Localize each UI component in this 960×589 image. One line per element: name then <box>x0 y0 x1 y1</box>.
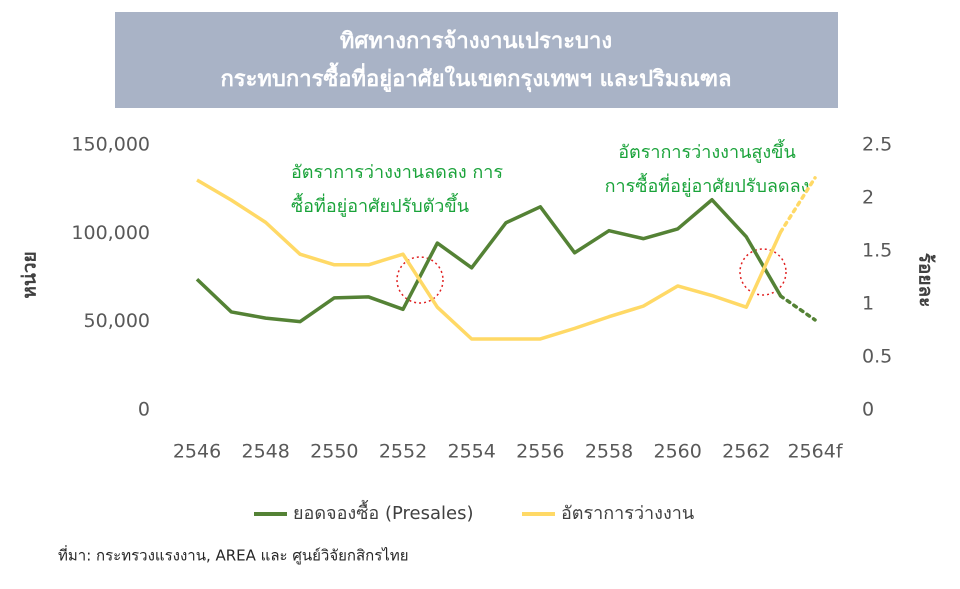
y-axis-label: หน่วย <box>19 251 41 298</box>
annotation: การซื้อที่อยู่อาศัยปรับลดลง <box>605 173 810 197</box>
x-tick-label: 2560 <box>653 441 701 463</box>
x-tick-label: 2552 <box>379 441 427 463</box>
annotation: อัตราการว่างงานลดลง การ <box>291 162 503 183</box>
y2-tick-label: 0.5 <box>862 346 892 368</box>
x-tick-label: 2564f <box>787 441 843 463</box>
highlight-circle <box>739 248 787 296</box>
y2-axis-label: ร้อยละ <box>915 253 937 308</box>
chart-title: ทิศทางการจ้างงานเปราะบาง <box>340 29 612 54</box>
legend-label: อัตราการว่างงาน <box>561 503 694 524</box>
y-tick-label: 150,000 <box>71 134 150 156</box>
x-tick-label: 2562 <box>722 441 770 463</box>
legend-label: ยอดจองซื้อ (Presales) <box>293 500 473 524</box>
x-tick-label: 2548 <box>241 441 289 463</box>
y2-tick-label: 0 <box>862 399 874 421</box>
title-box <box>115 12 838 108</box>
line-series <box>196 178 783 341</box>
y-tick-label: 50,000 <box>84 310 150 332</box>
line-projection <box>778 294 817 322</box>
highlight-circle <box>396 256 444 304</box>
y2-tick-label: 2.5 <box>862 134 892 156</box>
y2-tick-label: 1.5 <box>862 240 892 262</box>
x-tick-label: 2550 <box>310 441 358 463</box>
y-tick-label: 0 <box>138 399 150 421</box>
line-series <box>195 198 783 324</box>
y2-tick-label: 2 <box>862 187 874 209</box>
x-tick-label: 2556 <box>516 441 564 463</box>
annotation: ซื้อที่อยู่อาศัยปรับตัวขึ้น <box>291 193 469 217</box>
x-tick-label: 2546 <box>173 441 221 463</box>
annotation: อัตราการว่างงานสูงขึ้น <box>618 139 796 163</box>
x-tick-label: 2554 <box>447 441 495 463</box>
x-tick-label: 2558 <box>585 441 633 463</box>
chart-title: กระทบการซื้อที่อยู่อาศัยในเขตกรุงเทพฯ แล… <box>220 62 731 93</box>
y-tick-label: 100,000 <box>71 222 150 244</box>
line-projection <box>778 176 817 234</box>
y2-tick-label: 1 <box>862 293 874 315</box>
source-note: ที่มา: กระทรวงแรงงาน, AREA และ ศูนย์วิจั… <box>58 545 409 565</box>
